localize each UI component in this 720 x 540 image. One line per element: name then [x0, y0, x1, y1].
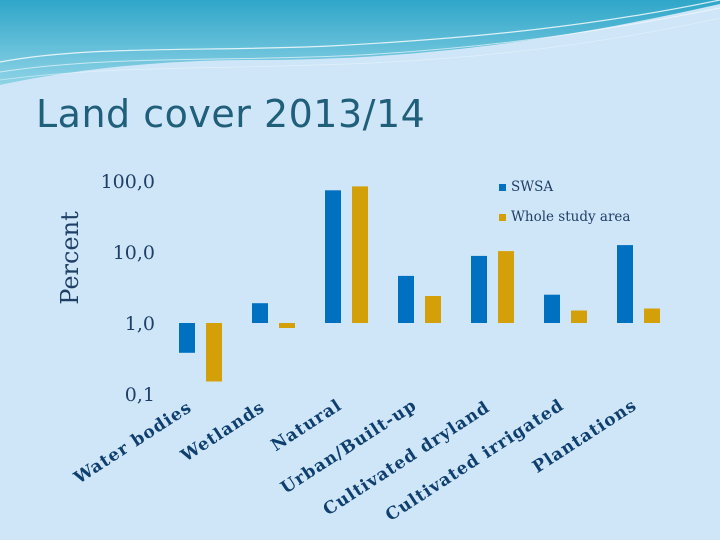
- bar-chart: Percent 100,010,01,00,1 Water bodiesWetl…: [56, 171, 660, 526]
- category-label: Urban/Built-up: [277, 395, 420, 498]
- bar-whole-study-area: [425, 296, 441, 323]
- bar-swsa: [325, 190, 341, 323]
- y-tick-label: 1,0: [125, 313, 155, 335]
- legend-swatch: [499, 184, 506, 191]
- bar-swsa: [617, 245, 633, 323]
- bar-whole-study-area: [498, 251, 514, 323]
- slide-title: Land cover 2013/14: [36, 92, 426, 136]
- bar-whole-study-area: [571, 310, 587, 323]
- bar-whole-study-area: [279, 323, 295, 328]
- bar-whole-study-area: [352, 186, 368, 323]
- legend-label: SWSA: [511, 179, 553, 195]
- bar-swsa: [471, 255, 487, 323]
- bar-swsa: [252, 303, 268, 323]
- y-tick-label: 100,0: [101, 171, 155, 193]
- bar-swsa: [179, 323, 195, 353]
- y-tick-label: 0,1: [125, 384, 155, 406]
- bar-whole-study-area: [206, 323, 222, 382]
- legend-label: Whole study area: [511, 209, 630, 225]
- legend-swatch: [499, 214, 506, 221]
- bar-swsa: [544, 294, 560, 323]
- bar-whole-study-area: [644, 308, 660, 323]
- header-wave: [0, 0, 720, 85]
- y-axis-label: Percent: [56, 211, 84, 305]
- category-label: Water bodies: [70, 397, 196, 488]
- bar-swsa: [398, 275, 414, 323]
- y-tick-label: 10,0: [113, 242, 155, 264]
